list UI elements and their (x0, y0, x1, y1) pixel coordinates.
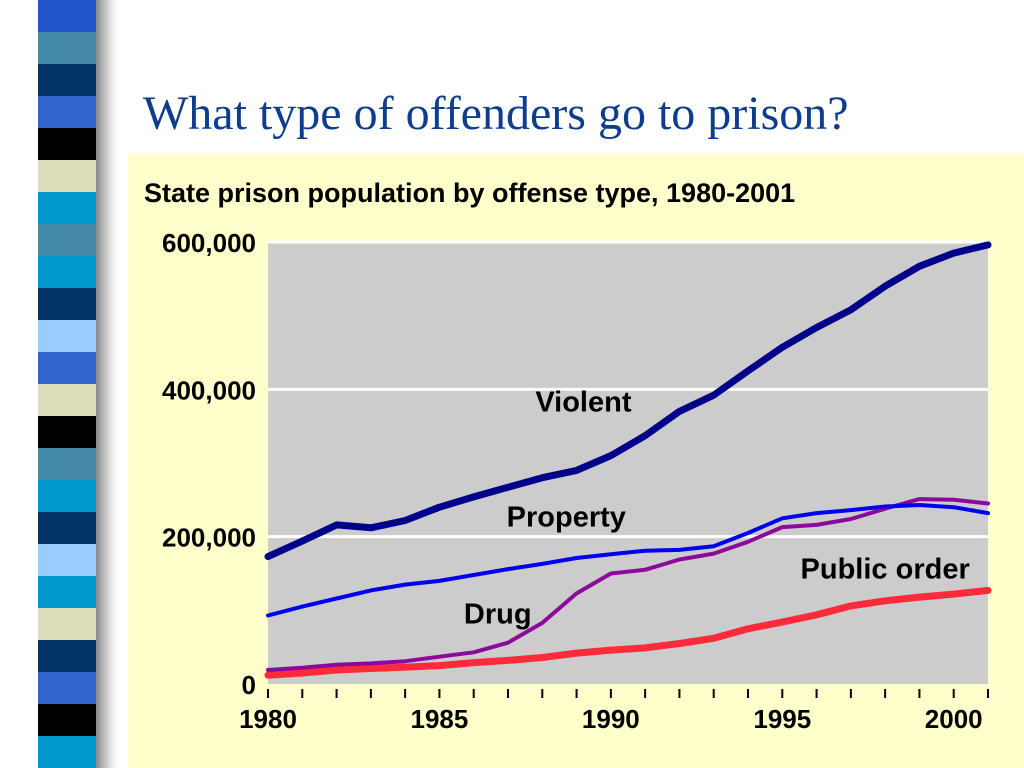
stripe-block (38, 512, 96, 545)
stripe-block (38, 640, 96, 673)
stripe-block (38, 96, 96, 129)
stripe-block (38, 352, 96, 385)
x-tick-label: 2000 (925, 704, 983, 734)
stripe-block (38, 704, 96, 737)
plot-area (268, 242, 988, 684)
stripe-block (38, 576, 96, 609)
stripe-block (38, 416, 96, 449)
series-line-public-order (264, 586, 992, 679)
decorative-stripe (38, 0, 96, 768)
y-tick-label: 400,000 (162, 375, 256, 405)
stripe-block (38, 384, 96, 417)
stripe-block (38, 608, 96, 641)
stripe-block (38, 544, 96, 577)
x-tick-label: 1990 (582, 704, 640, 734)
stripe-shadow (96, 0, 118, 768)
stripe-block (38, 192, 96, 225)
x-tick-label: 1995 (753, 704, 811, 734)
stripe-block (38, 672, 96, 705)
y-tick-label: 200,000 (162, 523, 256, 553)
stripe-block (38, 320, 96, 353)
y-tick-label: 600,000 (162, 228, 256, 258)
stripe-block (38, 224, 96, 257)
series-label: Drug (464, 599, 532, 631)
stripe-block (38, 736, 96, 768)
series-label: Public order (801, 554, 970, 586)
stripe-block (38, 480, 96, 513)
chart-panel: State prison population by offense type,… (128, 154, 1024, 768)
series-label: Violent (535, 386, 631, 418)
series-label: Property (507, 501, 626, 533)
series-line-property (266, 503, 990, 618)
stripe-block (38, 0, 96, 33)
stripe-block (38, 256, 96, 289)
stripe-block (38, 128, 96, 161)
stripe-block (38, 288, 96, 321)
stripe-block (38, 64, 96, 97)
series-line-drug (266, 497, 990, 672)
x-tick-label: 1980 (239, 704, 297, 734)
series-line-violent (264, 241, 992, 561)
stripe-block (38, 448, 96, 481)
y-tick-label: 0 (242, 670, 256, 700)
slide-title: What type of offenders go to prison? (143, 87, 849, 140)
stripe-block (38, 32, 96, 65)
x-tick-label: 1985 (411, 704, 469, 734)
chart-title: State prison population by offense type,… (144, 178, 796, 208)
stripe-block (38, 160, 96, 193)
line-chart: 0 200,000 400,000 600,000 1980 1985 1990 1995 20… (162, 228, 992, 734)
